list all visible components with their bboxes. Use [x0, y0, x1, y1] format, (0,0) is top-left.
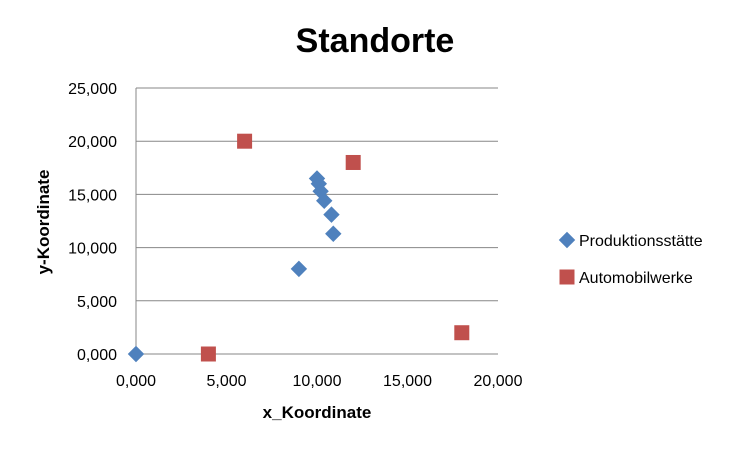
legend: Produktionsstätte Automobilwerke [558, 231, 703, 287]
produktionsstaette-point [290, 260, 308, 278]
produktionsstaette-point [325, 225, 342, 242]
chart-title: Standorte [296, 22, 455, 60]
x-axis-label: x_Koordinate [263, 403, 372, 422]
produktionsstaette-point [127, 345, 145, 363]
axes [135, 88, 498, 355]
x-tick-label: 10,000 [293, 373, 342, 390]
y-tick-label: 15,000 [68, 187, 117, 204]
y-tick-label: 10,000 [68, 241, 117, 258]
tick-labels: 0,000 5,000 10,000 15,000 20,000 25,000 0,000 5… [68, 81, 523, 390]
x-tick-label: 20,000 [474, 373, 523, 390]
y-axis-label: y-Koordinate [34, 170, 53, 275]
automobilwerk-point [345, 154, 361, 170]
produktionsstaette-point [323, 206, 340, 223]
legend-label: Automobilwerke [579, 270, 693, 287]
legend-marker-diamond [558, 231, 576, 249]
data-points [127, 133, 470, 363]
y-tick-label: 20,000 [68, 134, 117, 151]
x-tick-label: 15,000 [383, 373, 432, 390]
y-tick-label: 25,000 [68, 81, 117, 98]
y-tick-label: 0,000 [77, 347, 117, 364]
automobilwerk-point [200, 346, 216, 362]
legend-marker-square [559, 269, 575, 285]
x-tick-label: 0,000 [116, 373, 156, 390]
y-tick-label: 5,000 [77, 294, 117, 311]
produktionsstaette-point [316, 192, 333, 209]
automobilwerk-point [237, 133, 253, 149]
legend-label: Produktionsstätte [579, 233, 703, 250]
automobilwerk-point [454, 325, 470, 341]
x-tick-label: 5,000 [206, 373, 246, 390]
